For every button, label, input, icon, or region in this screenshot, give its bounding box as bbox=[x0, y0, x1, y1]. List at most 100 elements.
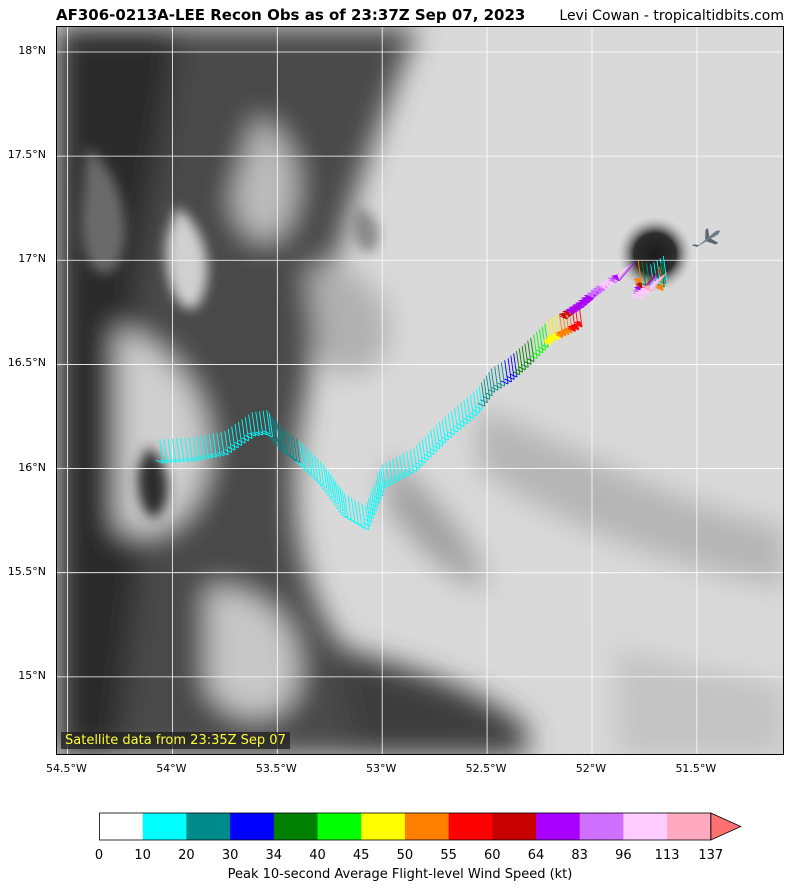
wind-barb bbox=[304, 449, 313, 474]
lon-tick-label: 53°W bbox=[365, 762, 397, 775]
wind-barb bbox=[172, 438, 181, 463]
colorbar-extend-arrow bbox=[710, 812, 742, 841]
colorbar-segment bbox=[317, 813, 362, 840]
wind-barb bbox=[340, 493, 349, 518]
lon-tick-label: 53.5°W bbox=[255, 762, 297, 775]
wind-barb bbox=[363, 502, 371, 527]
wind-barb bbox=[275, 424, 283, 449]
wind-barbs bbox=[155, 256, 668, 531]
wind-barb bbox=[307, 452, 316, 477]
colorbar-segment bbox=[623, 813, 668, 840]
colorbar-tick-label: 83 bbox=[571, 848, 588, 863]
satellite-timestamp-label: Satellite data from 23:35Z Sep 07 bbox=[61, 732, 290, 749]
wind-barb bbox=[289, 436, 298, 461]
wind-barb bbox=[373, 475, 382, 500]
wind-barb bbox=[480, 378, 488, 404]
wind-barb bbox=[472, 389, 481, 414]
colorbar-outline bbox=[99, 812, 712, 841]
wind-barb bbox=[310, 455, 319, 480]
lat-tick-label: 15°N bbox=[18, 668, 46, 682]
wind-barb bbox=[335, 487, 344, 512]
colorbar-segment bbox=[273, 813, 318, 840]
wind-barb bbox=[267, 415, 276, 440]
colorbar-tick-label: 34 bbox=[265, 848, 283, 863]
colorbar-segment bbox=[536, 813, 580, 840]
wind-barb bbox=[328, 477, 337, 502]
lat-tick-label: 17.5°N bbox=[7, 148, 46, 162]
colorbar-segment bbox=[579, 813, 624, 840]
colorbar-segment bbox=[667, 813, 712, 840]
wind-barb bbox=[301, 446, 310, 471]
colorbar-tick-label: 96 bbox=[615, 848, 632, 863]
colorbar-segment bbox=[361, 813, 406, 840]
wind-barb bbox=[331, 480, 339, 505]
lon-tick-label: 54°W bbox=[156, 762, 187, 775]
wind-barb bbox=[367, 490, 376, 516]
map-panel: Satellite data from 23:35Z Sep 07 bbox=[56, 26, 784, 755]
wind-barb bbox=[484, 371, 493, 397]
colorbar-segment bbox=[142, 813, 187, 840]
colorbar-tick-label: 30 bbox=[221, 848, 239, 863]
lon-tick-label: 52.5°W bbox=[465, 762, 507, 775]
wind-barb bbox=[168, 438, 177, 463]
wind-barb bbox=[361, 505, 370, 531]
satellite-map bbox=[57, 27, 783, 754]
wind-barb bbox=[333, 483, 342, 509]
wind-barb bbox=[482, 375, 491, 400]
colorbar bbox=[99, 812, 744, 846]
colorbar-tick-label: 60 bbox=[484, 848, 501, 863]
colorbar-segment bbox=[230, 813, 275, 840]
wind-barb bbox=[265, 412, 274, 438]
wind-barb bbox=[326, 474, 335, 499]
colorbar-label: Peak 10-second Average Flight-level Wind… bbox=[227, 867, 573, 882]
colorbar-segment bbox=[448, 813, 493, 840]
colorbar-tick-label: 113 bbox=[654, 848, 680, 863]
colorbar-tick-label: 45 bbox=[352, 848, 370, 863]
wind-barb bbox=[270, 418, 278, 443]
wind-barb bbox=[324, 470, 332, 496]
wind-barb bbox=[201, 434, 209, 460]
wind-barb bbox=[372, 479, 380, 504]
wind-barb bbox=[209, 433, 217, 458]
lon-tick-label: 51.5°W bbox=[675, 762, 717, 775]
aircraft-icon bbox=[691, 228, 721, 248]
wind-barb bbox=[205, 434, 213, 459]
wind-barb bbox=[338, 490, 346, 515]
colorbar-tick-label: 55 bbox=[440, 848, 457, 863]
lat-tick-label: 16.5°N bbox=[7, 356, 46, 370]
wind-barb bbox=[643, 272, 668, 292]
wind-barb bbox=[611, 262, 635, 282]
wind-barb bbox=[376, 468, 385, 493]
lat-tick-label: 17°N bbox=[18, 252, 46, 266]
wind-barb bbox=[477, 382, 486, 407]
wind-barb bbox=[164, 438, 172, 464]
colorbar-tick-label: 40 bbox=[309, 848, 326, 863]
colorbar-tick-label: 10 bbox=[134, 848, 151, 863]
colorbar-tick-label: 50 bbox=[396, 848, 414, 863]
hurricane-eye bbox=[616, 216, 693, 293]
lat-lon-gridlines bbox=[57, 27, 783, 754]
lon-tick-label: 54.5°W bbox=[46, 762, 87, 775]
lat-tick-label: 15.5°N bbox=[7, 564, 46, 578]
wind-barb bbox=[272, 421, 281, 446]
colorbar-tick-label: 137 bbox=[698, 848, 724, 863]
wind-barb bbox=[321, 467, 330, 492]
wind-barb bbox=[248, 412, 256, 437]
wind-barb bbox=[189, 437, 198, 462]
colorbar-segment bbox=[404, 813, 449, 840]
wind-barb bbox=[298, 443, 307, 468]
wind-barb bbox=[375, 471, 383, 497]
wind-barb bbox=[255, 411, 264, 436]
wind-barb bbox=[316, 461, 325, 486]
wind-barb bbox=[155, 439, 164, 464]
wind-barb bbox=[347, 497, 356, 522]
chart-title: AF306-0213A-LEE Recon Obs as of 23:37Z S… bbox=[56, 6, 526, 24]
wind-barb bbox=[366, 494, 374, 519]
wind-barb bbox=[313, 458, 322, 483]
wind-barb bbox=[176, 438, 185, 463]
wind-barb bbox=[344, 495, 352, 520]
wind-barb bbox=[160, 439, 168, 464]
wind-barb bbox=[370, 483, 379, 508]
wind-barb bbox=[280, 429, 289, 454]
wind-barb bbox=[364, 498, 373, 523]
